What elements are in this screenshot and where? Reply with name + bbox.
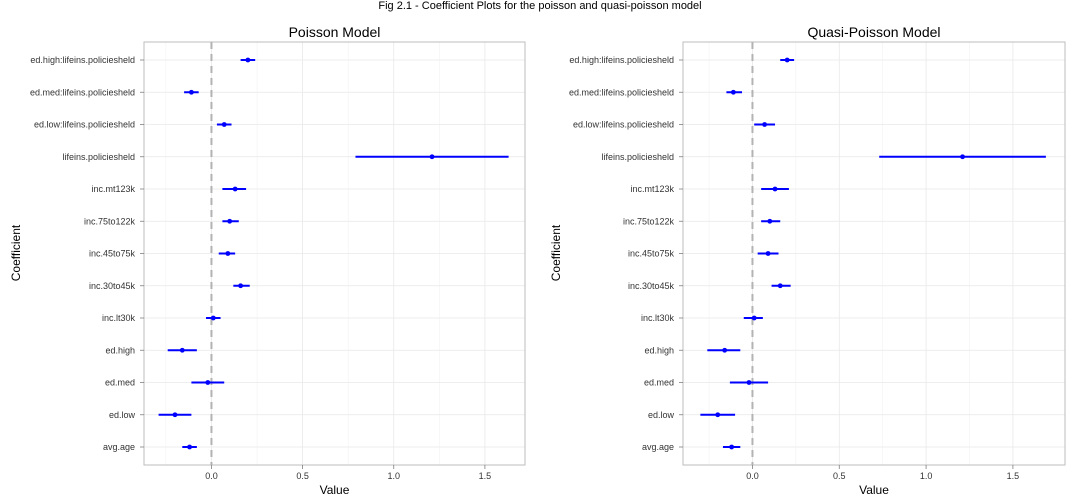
panel2-y-tick-label: inc.lt30k <box>641 313 675 323</box>
panel2-x-tick-label: 0.5 <box>833 471 846 481</box>
panel1-y-tick-label: ed.med:lifeins.policiesheld <box>30 87 135 97</box>
panel1-y-tick-label: avg.age <box>103 442 135 452</box>
panel2-y-tick-label: ed.med:lifeins.policiesheld <box>569 87 674 97</box>
panel2-estimate-point-inc.75to122k <box>767 218 773 224</box>
panel2-title: Quasi-Poisson Model <box>807 24 940 40</box>
panel2-estimate-point-ed.med <box>746 380 752 385</box>
panel2-estimate-point-inc.45to75k <box>765 251 771 256</box>
panel2-estimate-point-inc.lt30k <box>751 315 757 321</box>
panel2-estimate-point-ed.low:lifeins.policiesheld <box>762 122 768 127</box>
panel1-estimate-point-ed.med <box>205 380 211 385</box>
panel1-estimate-point-ed.high <box>179 347 185 353</box>
panel2-estimate-point-ed.high <box>722 347 728 353</box>
panel1-estimate-point-ed.med:lifeins.policiesheld <box>188 89 194 95</box>
panel1-y-tick-label: inc.mt123k <box>91 184 135 194</box>
panel1-estimate-point-ed.high:lifeins.policiesheld <box>245 57 251 63</box>
panel2-y-tick-label: ed.low <box>648 410 675 420</box>
panel2-y-tick-label: ed.high:lifeins.policiesheld <box>569 55 674 65</box>
panel1-estimate-point-ed.low <box>172 412 178 418</box>
panel2-y-tick-label: inc.75to122k <box>623 216 675 226</box>
figure-title: Fig 2.1 - Coefficient Plots for the pois… <box>378 0 702 12</box>
panel1-estimate-point-ed.low:lifeins.policiesheld <box>221 122 227 127</box>
panel2-estimate-point-lifeins.policiesheld <box>960 154 965 160</box>
panel1-y-tick-label: inc.45to75k <box>89 249 136 259</box>
panel1-y-tick-label: ed.low <box>109 410 136 420</box>
panel1-y-tick-label: ed.low:lifeins.policiesheld <box>34 120 135 130</box>
panel1-x-tick-label: 0.0 <box>205 471 218 481</box>
panel2-y-tick-label: inc.30to45k <box>628 281 675 291</box>
panel2-y-tick-label: inc.mt123k <box>630 184 674 194</box>
panel1-y-axis-label: Coefficient <box>9 224 23 281</box>
panel1-x-axis-label: Value <box>320 483 350 497</box>
panel1-estimate-point-avg.age <box>187 444 192 450</box>
panel1-estimate-point-inc.45to75k <box>225 251 231 256</box>
panel2-x-tick-label: 1.0 <box>920 471 933 481</box>
panel2-x-tick-label: 1.5 <box>1007 471 1020 481</box>
panel2-estimate-point-ed.high:lifeins.policiesheld <box>784 57 790 63</box>
panel1-y-tick-label: lifeins.policiesheld <box>62 152 135 162</box>
panel1-estimate-point-inc.30to45k <box>238 283 244 289</box>
panel2-y-tick-label: lifeins.policiesheld <box>601 152 674 162</box>
panel2-estimate-point-avg.age <box>729 444 735 450</box>
panel1-estimate-point-inc.lt30k <box>210 315 216 321</box>
panel2-estimate-point-inc.30to45k <box>777 283 783 289</box>
panel1-title: Poisson Model <box>289 24 381 40</box>
panel2-x-tick-label: 0.0 <box>746 471 759 481</box>
panel1-x-tick-label: 1.0 <box>387 471 400 481</box>
panel1-y-tick-label: ed.high <box>105 345 135 355</box>
panel1-y-tick-label: inc.75to122k <box>84 216 136 226</box>
panel1-estimate-point-lifeins.policiesheld <box>429 154 435 160</box>
panel2-estimate-point-ed.low <box>715 412 721 418</box>
panel2-y-tick-label: ed.med <box>644 378 674 388</box>
panel2-y-tick-label: ed.low:lifeins.policiesheld <box>573 120 674 130</box>
panel2-y-tick-label: avg.age <box>642 442 674 452</box>
panel1-x-tick-label: 0.5 <box>296 471 309 481</box>
panel2-y-axis-label: Coefficient <box>549 224 563 281</box>
panel2-estimate-point-ed.med:lifeins.policiesheld <box>730 89 736 95</box>
panel1-y-tick-label: inc.30to45k <box>89 281 136 291</box>
panel2-estimate-point-inc.mt123k <box>772 186 778 192</box>
panel1-y-tick-label: inc.lt30k <box>102 313 136 323</box>
panel1-estimate-point-inc.75to122k <box>227 218 233 224</box>
panel1-x-tick-label: 1.5 <box>479 471 492 481</box>
panel1-estimate-point-inc.mt123k <box>232 186 238 192</box>
panel1-y-tick-label: ed.high:lifeins.policiesheld <box>30 55 135 65</box>
panel2-y-tick-label: inc.45to75k <box>628 249 675 259</box>
panel2-y-tick-label: ed.high <box>644 345 674 355</box>
panel1-y-tick-label: ed.med <box>105 378 135 388</box>
panel2-x-axis-label: Value <box>859 483 889 497</box>
